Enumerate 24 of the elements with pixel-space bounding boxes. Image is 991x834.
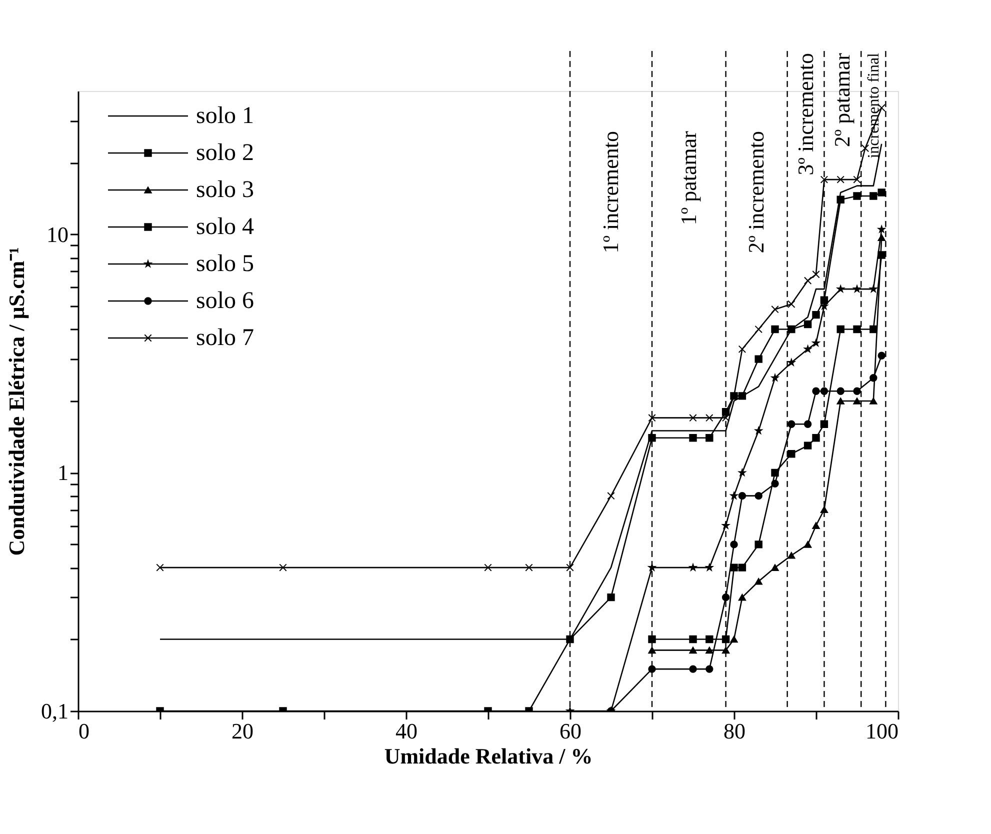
x-tick-label: 40 — [396, 718, 418, 744]
ref-line-label: 2º patamar — [830, 52, 855, 148]
legend-label: solo 4 — [196, 214, 254, 240]
legend-label: solo 7 — [196, 325, 254, 351]
legend-label: solo 1 — [196, 103, 254, 129]
x-tick-label: 100 — [866, 718, 898, 744]
x-tick-label: 80 — [724, 718, 746, 744]
x-tick-label: 20 — [232, 718, 254, 744]
ref-line-label: incremento final — [865, 52, 882, 158]
y-axis-title: Condutividade Elétrica / µS.cm⁻¹ — [4, 247, 29, 556]
legend-label: solo 6 — [196, 288, 254, 314]
legend-label: solo 2 — [196, 140, 254, 166]
y-tick-label: 1 — [58, 460, 68, 486]
ref-line-label: 2º incremento — [744, 131, 769, 254]
legend-label: solo 3 — [196, 177, 254, 203]
x-tick-label: 60 — [560, 718, 582, 744]
y-tick-label: 0,1 — [41, 698, 68, 724]
legend-label: solo 5 — [196, 251, 254, 277]
x-tick-label: 0 — [78, 718, 90, 744]
ref-line-label: 3º incremento — [792, 53, 818, 176]
x-axis-title: Umidade Relativa / % — [384, 744, 593, 768]
ref-line-label: 1º patamar — [676, 130, 701, 226]
ref-line-label: 1º incremento — [598, 131, 623, 254]
y-tick-label: 10 — [46, 222, 68, 247]
